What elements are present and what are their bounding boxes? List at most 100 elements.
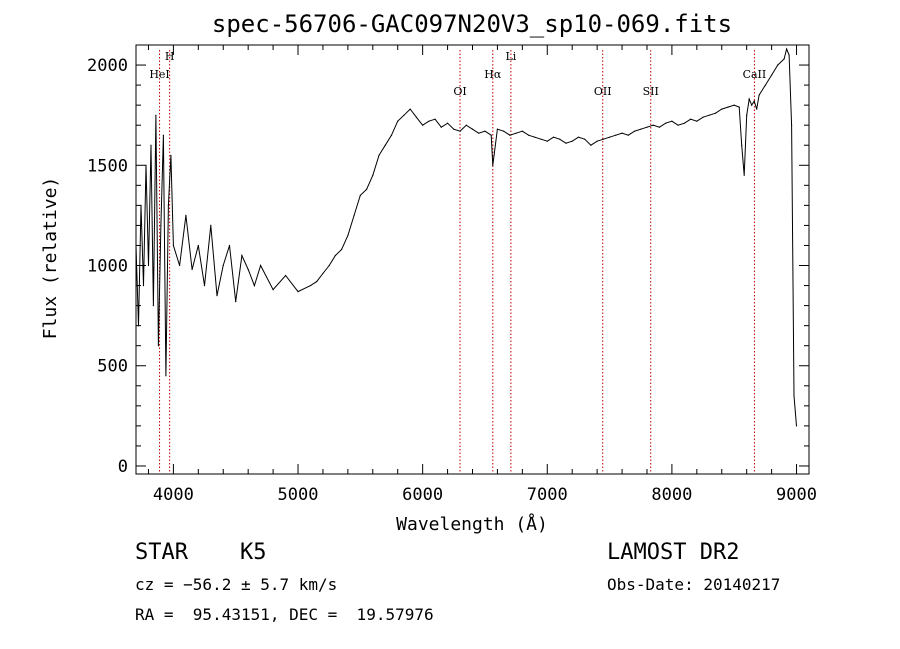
spectrum-point [247,268,249,271]
spectrum-point [253,285,255,287]
spectrum-point [235,301,237,303]
spectrum-point [633,130,636,132]
spectrum-point [137,325,140,327]
spectrum-point [353,214,355,216]
line-marker-label-CaII: CaII [743,68,767,81]
spectrum-point [428,120,430,122]
line-marker-label-Li: Li [505,50,516,63]
ra-dec: RA = 95.43151, DEC = 19.57976 [135,605,434,624]
object-class: STAR [135,540,188,565]
spectrum-point [746,114,748,116]
plot-frame [135,44,810,475]
redshift-cz: cz = −56.2 ± 5.7 km/s [135,575,338,594]
spectrum-point [708,114,710,116]
spectrum-point [788,54,790,56]
spectrum-point [771,74,773,76]
spectrum-point [316,281,318,283]
spectrum-point [683,122,686,124]
spectrum-point [646,126,648,128]
spectrum-point [147,264,150,267]
y-tick-label-1500: 1500 [87,156,128,176]
y-tick-label-500: 500 [97,357,128,377]
spectrum-point [328,264,330,267]
spectrum-point [652,124,654,126]
line-marker-label-SII: SII [643,85,659,98]
spectrum-point [191,268,193,271]
spectrum-point [453,128,455,130]
spectrum-point [415,116,417,118]
spectrum-point [714,112,717,114]
spectrum-point [786,48,788,50]
spectrum-point [359,194,361,196]
spectrum-point [484,130,486,132]
spectrum-point [140,204,142,206]
spectrum-point [492,164,494,166]
spectrum-point [241,254,243,257]
line-marker-label-Hα: Hα [484,68,502,81]
spectrum-point [384,144,386,146]
spectrum-point [584,138,586,140]
spectrum-point [677,124,679,126]
spectrum-point [521,130,524,132]
spectrum-point [297,291,299,293]
spectrum-point [162,134,164,136]
spectrum-point [403,114,405,116]
spectrum-point [309,285,312,287]
spectrum-point [409,108,411,110]
spectrum-point [509,134,511,136]
spectrum-point [552,136,555,138]
spectrum-point [577,136,580,138]
spectrum-point [447,122,449,124]
spectrum-point [621,132,623,134]
spectrum-point [795,425,798,427]
spectrum-point [496,128,498,130]
x-tick-label-8000: 8000 [651,485,692,505]
spectrum-point [152,305,154,307]
spectrum-point [733,104,735,106]
spectrum-point [748,98,750,100]
spectrum-point [751,104,753,106]
spectrum-point [738,106,740,108]
object-subclass: K5 [240,540,267,565]
spectrum-point [260,264,262,267]
x-tick-label-4000: 4000 [153,485,194,505]
spectrum-point [210,224,212,226]
spectrum-point [615,134,617,136]
spectrum-point [372,174,374,176]
spectrum-point [378,154,380,156]
spectrum-point [559,138,561,140]
spectrum-point [753,100,755,102]
y-axis-label: Flux (relative) [40,177,61,340]
spectrum-point [160,224,162,226]
spectrum-point [285,274,287,277]
spectrum-point [758,94,760,96]
spectrum-point [216,295,218,297]
spectrum-point [791,124,793,126]
spectrum-point [640,128,642,130]
spectrum-point [322,272,324,275]
x-axis-label: Wavelength (Å) [396,513,548,535]
spectrum-point [783,58,785,60]
spectrum-point [515,132,517,134]
chart-title: spec-56706-GAC097N20V3_sp10-069.fits [212,10,732,38]
x-tick-label-7000: 7000 [527,485,568,505]
y-tick-label-2000: 2000 [87,56,128,76]
spectrum-point [185,214,187,216]
spectrum-point [397,120,399,122]
spectrum-point [167,204,169,206]
spectrum-point [478,132,480,134]
spectrum-point [155,114,157,116]
spectrum-point [702,116,704,118]
spectrum-point [142,285,145,287]
spectrum-point [546,140,548,142]
spectrum-point [665,122,667,124]
spectrum-point [721,108,723,110]
spectrum-point [465,124,467,126]
spectrum-point [203,285,206,287]
line-marker-label-HeI: HeI [149,68,169,81]
spectrum-point [741,144,743,146]
spectrum-point [690,118,692,120]
spectrum-point [172,244,174,247]
spectrum-point [609,136,611,138]
